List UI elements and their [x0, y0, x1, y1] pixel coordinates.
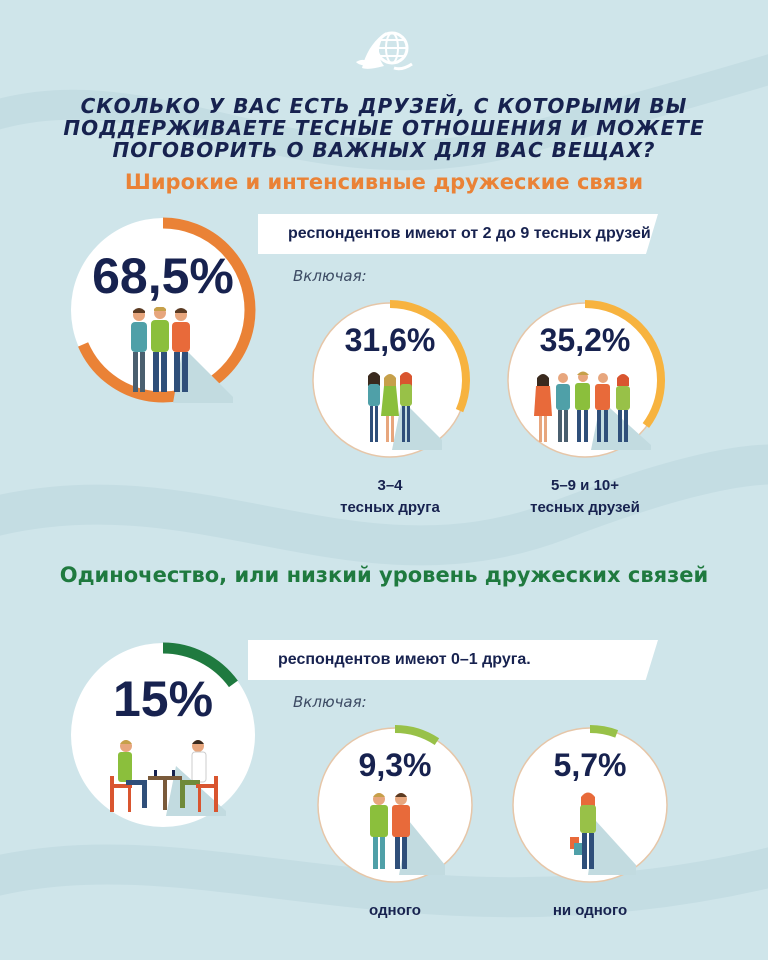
section-heading-wide: Широкие и интенсивные дружеские связи	[124, 170, 644, 194]
title-line: ПОГОВОРИТЬ О ВАЖНЫХ ДЛЯ ВАС ВЕЩАХ?	[112, 138, 656, 162]
caption-line: 5–9 и 10+	[550, 477, 620, 494]
stat-5-9-friends: 35,2%	[505, 300, 665, 460]
caption-line: ни одного	[552, 902, 628, 919]
progress-arc	[505, 300, 665, 460]
progress-arc	[315, 725, 475, 885]
percentage: 5,7%	[553, 747, 627, 783]
ribbon-wide: респондентов имеют от 2 до 9 тесных друз…	[258, 214, 658, 254]
main-stat-wide: 68,5%	[68, 215, 258, 405]
caption-no-friends: ни одного	[510, 900, 670, 922]
woman-with-shopping-bags-icon	[570, 792, 636, 875]
caption-3-4-friends: 3–4 тесных друга	[310, 475, 470, 519]
page-title: СКОЛЬКО У ВАС ЕСТЬ ДРУЗЕЙ, С КОТОРЫМИ ВЫ…	[40, 95, 728, 161]
chess-players-icon	[110, 740, 226, 816]
including-label: Включая:	[293, 267, 367, 285]
progress-arc	[70, 217, 256, 403]
caption-line: тесных друзей	[530, 499, 640, 516]
ribbon-lonely: респондентов имеют 0–1 друга.	[248, 640, 658, 680]
including-label: Включая:	[293, 693, 367, 711]
progress-arc	[510, 725, 670, 885]
caption-5-9-friends: 5–9 и 10+ тесных друзей	[505, 475, 665, 519]
dove-globe-logo-icon	[356, 31, 413, 71]
stat-3-4-friends: 31,6%	[310, 300, 470, 460]
stat-no-friends: 5,7%	[510, 725, 670, 885]
progress-arc	[310, 300, 470, 460]
caption-line: тесных друга	[340, 499, 440, 516]
progress-ring	[70, 642, 256, 828]
ribbon-text: респондентов имеют от 2 до 9 тесных друз…	[288, 225, 651, 242]
percentage: 9,3%	[358, 747, 432, 783]
three-women-icon	[368, 372, 442, 450]
caption-one-friend: одного	[315, 900, 475, 922]
caption-line: 3–4	[377, 477, 403, 494]
main-percentage: 15%	[112, 671, 214, 727]
group-of-five-icon	[534, 371, 651, 450]
group-of-friends-icon	[131, 307, 233, 403]
two-friends-icon	[370, 793, 445, 875]
stat-one-friend: 9,3%	[315, 725, 475, 885]
progress-arc	[70, 642, 256, 828]
main-stat-lonely: 15%	[68, 640, 258, 830]
percentage: 35,2%	[539, 322, 631, 358]
ribbon-text: респондентов имеют 0–1 друга.	[278, 651, 531, 668]
caption-line: одного	[369, 902, 421, 919]
main-percentage: 68,5%	[92, 248, 234, 304]
title-line: ПОДДЕРЖИВАЕТЕ ТЕСНЫЕ ОТНОШЕНИЯ И МОЖЕТЕ	[63, 116, 705, 140]
title-line: СКОЛЬКО У ВАС ЕСТЬ ДРУЗЕЙ, С КОТОРЫМИ ВЫ	[80, 94, 688, 118]
section-heading-lonely: Одиночество, или низкий уровень дружески…	[59, 563, 709, 587]
percentage: 31,6%	[344, 322, 436, 358]
